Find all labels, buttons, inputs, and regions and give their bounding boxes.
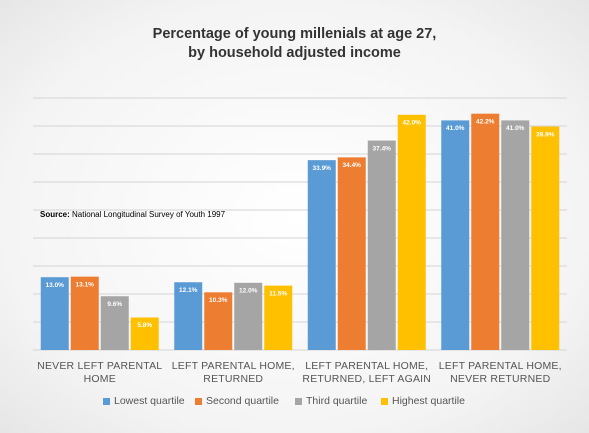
bar	[100, 296, 129, 350]
bar	[174, 282, 203, 350]
legend-swatch	[295, 397, 302, 405]
legend-swatch	[195, 397, 202, 405]
data-label: 12.0%	[239, 288, 258, 295]
legend-swatch	[103, 397, 110, 405]
legend-item: Lowest quartile	[103, 395, 185, 407]
legend-label: Lowest quartile	[114, 395, 185, 407]
x-tick-label: LEFT PARENTAL HOME, RETURNED	[171, 360, 295, 385]
bar	[397, 114, 426, 350]
data-label: 34.4%	[343, 162, 362, 169]
bar	[471, 113, 500, 351]
data-label: 37.4%	[373, 145, 392, 152]
legend-label: Second quartile	[206, 395, 279, 407]
legend-label: Highest quartile	[392, 395, 465, 407]
legend-item: Highest quartile	[381, 395, 465, 407]
source-label: Source:	[40, 210, 70, 219]
chart-title: Percentage of young millenials at age 27…	[152, 26, 437, 42]
bar	[234, 282, 263, 350]
bar	[70, 276, 99, 350]
x-tick-label: LEFT PARENTAL HOME, RETURNED, LEFT AGAIN	[302, 360, 432, 385]
data-label: 41.0%	[446, 125, 465, 132]
data-label: 5.8%	[137, 322, 152, 329]
data-label: 39.9%	[536, 131, 555, 138]
bar	[441, 120, 470, 351]
bar	[264, 285, 293, 350]
data-label: 42.0%	[403, 120, 422, 127]
data-label: 42.2%	[476, 118, 495, 125]
bar	[204, 292, 233, 350]
source-text: National Longitudinal Survey of Youth 19…	[72, 210, 226, 219]
x-tick-label: NEVER LEFT PARENTAL HOME	[37, 360, 163, 385]
chart-title: by household adjusted income	[188, 45, 401, 61]
bar	[307, 160, 336, 350]
data-label: 12.1%	[179, 287, 198, 294]
x-tick-label: LEFT PARENTAL HOME, NEVER RETURNED	[438, 360, 562, 385]
data-label: 10.3%	[209, 297, 228, 304]
source: Source: National Longitudinal Survey of …	[40, 210, 225, 219]
bar	[501, 120, 530, 351]
bar	[40, 277, 69, 350]
legend-item: Third quartile	[295, 395, 367, 407]
legend-swatch	[381, 397, 388, 405]
legend-item: Second quartile	[195, 395, 279, 407]
data-label: 9.6%	[107, 301, 122, 308]
bar	[337, 157, 366, 350]
data-label: 11.5%	[269, 290, 287, 297]
data-label: 41.0%	[506, 125, 525, 132]
data-label: 33.9%	[313, 165, 332, 172]
legend-label: Third quartile	[306, 395, 368, 407]
bar	[531, 126, 560, 350]
data-label: 13.0%	[46, 282, 65, 289]
bar	[367, 140, 396, 350]
bar	[130, 317, 159, 350]
data-label: 13.1%	[76, 281, 95, 288]
